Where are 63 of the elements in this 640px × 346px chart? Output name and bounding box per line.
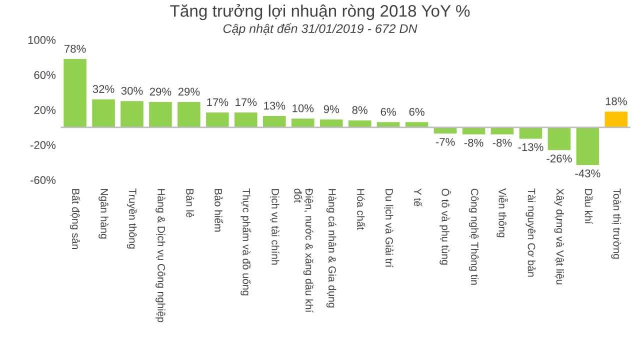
x-tick-label: Hàng & Dịch vụ Công nghiệp	[156, 189, 166, 322]
data-label: -7%	[436, 138, 455, 146]
x-tick-label: Tài nguyên Cơ bản	[526, 188, 536, 277]
bar	[490, 127, 514, 134]
bar	[576, 127, 600, 166]
x-tick-label: Bảo hiểm	[214, 189, 224, 232]
data-label: 13%	[264, 102, 286, 110]
x-tick-label: Dầu khí	[584, 189, 593, 224]
bar	[548, 127, 571, 150]
data-label: 29%	[150, 88, 172, 96]
bar	[234, 112, 258, 128]
x-tick-label: Hàng cá nhân & Gia dụng	[326, 189, 336, 308]
bar	[178, 102, 200, 128]
data-label: 78%	[64, 44, 86, 53]
bar	[291, 118, 314, 128]
x-tick-label: Ngân hàng	[98, 189, 108, 239]
x-tick-label: Dịch vụ tài chính	[270, 189, 280, 265]
y-tick-label: 20%	[34, 106, 56, 114]
bar	[120, 101, 144, 128]
x-tick-label: Bất động sản	[70, 189, 80, 249]
y-tick-label: -60%	[30, 176, 56, 184]
x-tick-label: Du lịch và Giải trí	[384, 189, 394, 268]
x-tick-label: Xây dựng và Vật liệu	[554, 188, 564, 284]
data-label: 17%	[207, 98, 228, 106]
bar	[206, 112, 229, 128]
data-label: -13%	[518, 143, 544, 152]
data-label: 17%	[236, 98, 257, 106]
bar	[320, 119, 343, 128]
x-tick-label: Công nghệ Thông tin	[468, 188, 479, 285]
data-label: 6%	[409, 108, 424, 116]
data-label: 32%	[92, 85, 114, 93]
data-label: 9%	[324, 105, 339, 114]
data-label: 18%	[606, 97, 627, 106]
y-tick-label: -20%	[30, 141, 56, 150]
x-tick-label: Ô tô và phụ tùng	[440, 188, 451, 265]
x-tick-label: Viễn thông	[496, 188, 508, 238]
bar	[462, 127, 486, 134]
y-tick-label: 60%	[34, 71, 56, 79]
data-label: 30%	[121, 86, 143, 95]
x-tick-label: Bán lẻ	[186, 189, 194, 218]
data-label: -8%	[464, 138, 484, 147]
x-tick-label: Y tế	[414, 188, 422, 206]
x-tick-label: Thực phẩm và đồ uống	[240, 188, 252, 296]
data-label: -26%	[546, 154, 572, 162]
data-label: 6%	[380, 108, 396, 116]
x-tick-label: Hóa chất	[357, 189, 366, 230]
chart-title: Tăng trưởng lợi nhuận ròng 2018 YoY %	[170, 4, 470, 20]
x-tick-label: Truyền thông	[126, 188, 138, 249]
bar	[604, 112, 628, 128]
data-label: -43%	[575, 169, 600, 178]
x-tick-label: Điện, nước & xăng dầu khí đốt	[294, 188, 314, 313]
x-tick-label: Toàn thị trường	[611, 188, 622, 259]
data-label: 8%	[352, 106, 368, 114]
chart-subtitle: Cập nhật đến 31/01/2019 - 672 DN	[223, 23, 418, 36]
bar	[64, 59, 86, 128]
bar	[519, 127, 542, 139]
data-label: -8%	[492, 138, 512, 147]
bar	[92, 99, 115, 128]
data-label: 29%	[178, 88, 200, 96]
data-label: 10%	[292, 104, 314, 112]
y-tick-label: 100%	[28, 36, 56, 44]
bar	[149, 102, 172, 128]
bar	[263, 116, 286, 128]
